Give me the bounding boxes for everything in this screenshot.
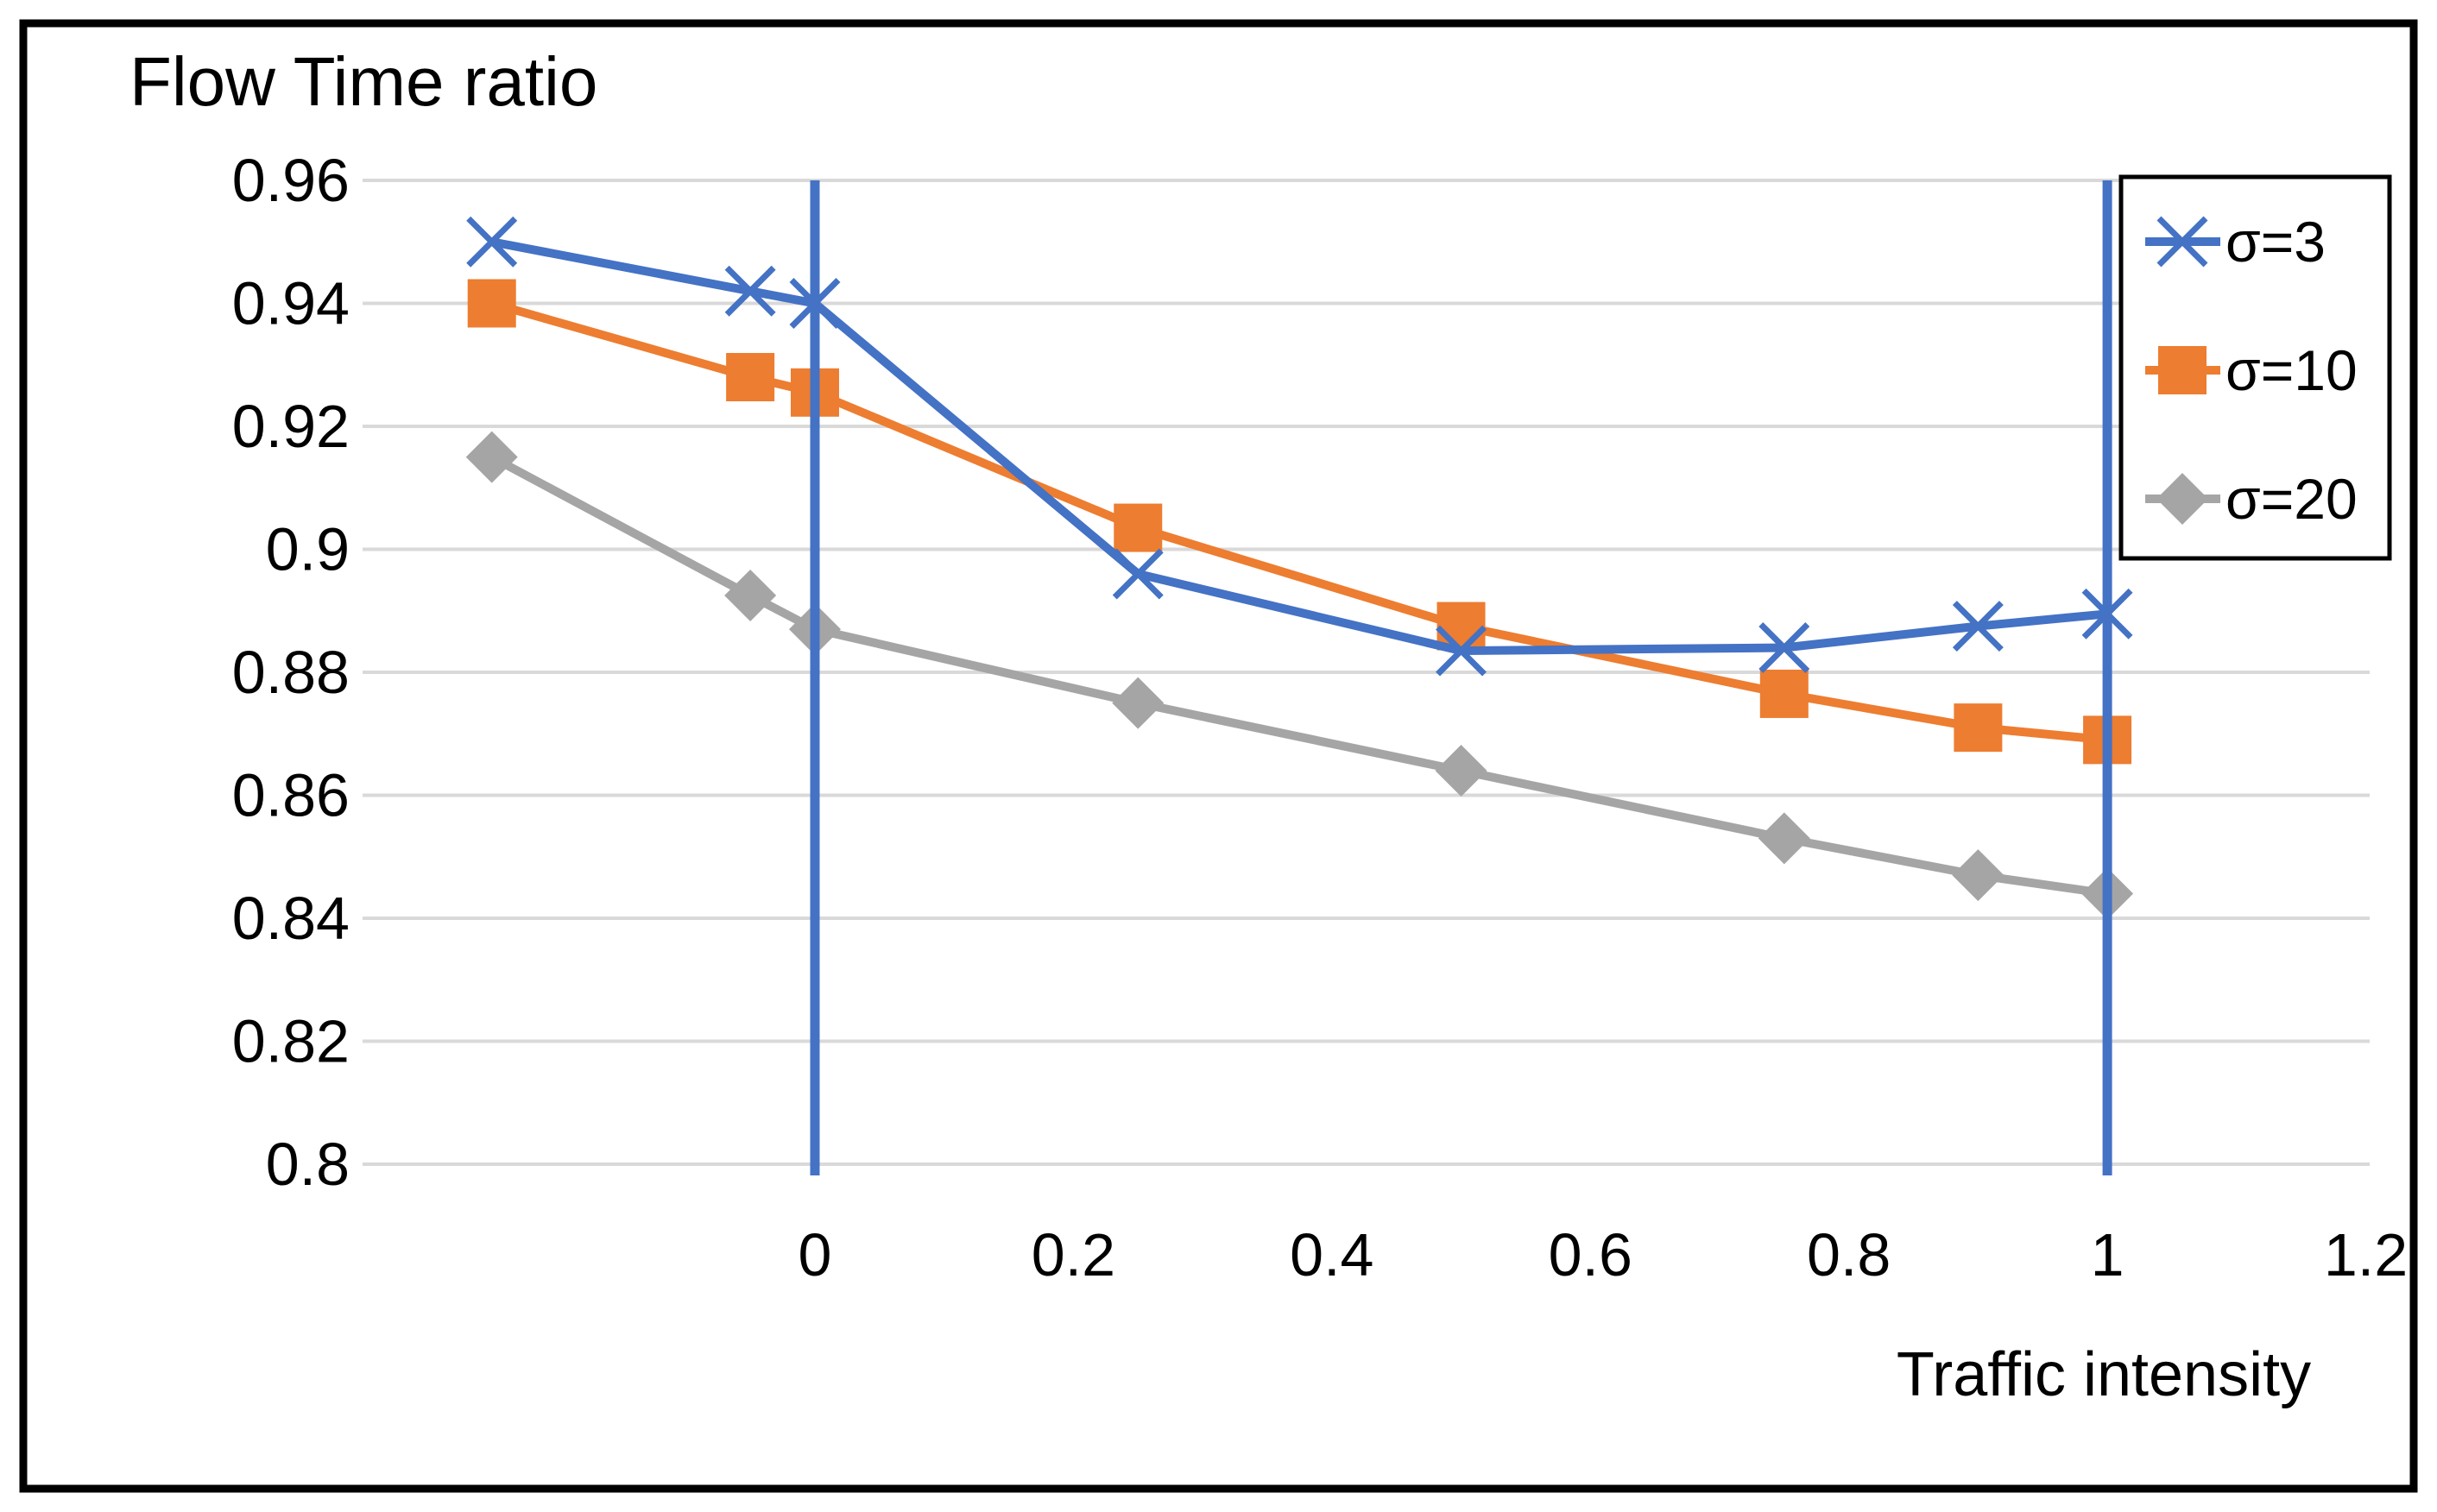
x-marker-icon [1758, 622, 1810, 673]
x-tick-label: 0.2 [1032, 1221, 1115, 1288]
data-point-marker [1759, 669, 1809, 718]
data-point-marker [1758, 622, 1810, 673]
legend-item--3: σ=3 [2145, 210, 2326, 274]
x-tick-label: 1 [2091, 1221, 2124, 1288]
diamond-marker-icon [465, 431, 518, 483]
data-point-marker [726, 353, 775, 401]
square-marker-icon [1114, 503, 1163, 552]
series--3 [466, 216, 2133, 677]
data-point-marker [1436, 625, 1487, 677]
y-tick-label: 0.82 [232, 1008, 350, 1075]
diamond-marker-icon [1112, 677, 1165, 729]
legend-label: σ=20 [2225, 467, 2358, 531]
legend-marker-icon [2156, 216, 2208, 268]
x-marker-icon [1112, 548, 1164, 600]
data-point-marker [1952, 601, 2004, 652]
data-point-marker [1952, 849, 2005, 902]
square-marker-icon [1436, 602, 1486, 651]
legend-label: σ=3 [2225, 210, 2326, 274]
x-axis-title: Traffic intensity [1897, 1340, 2311, 1409]
x-tick-label: 0 [799, 1221, 832, 1288]
y-tick-label: 0.96 [232, 147, 350, 214]
data-point-marker [1435, 745, 1487, 797]
diamond-marker-icon [2156, 473, 2208, 525]
data-point-marker [1112, 548, 1164, 600]
legend-marker-icon [2158, 346, 2207, 394]
data-point-marker [1112, 677, 1165, 729]
legend-item--10: σ=10 [2145, 338, 2358, 402]
data-point-marker [1436, 602, 1486, 651]
x-marker-icon [1436, 625, 1487, 677]
y-tick-label: 0.8 [266, 1131, 350, 1198]
y-tick-label: 0.86 [232, 762, 350, 829]
gridlines: 0.96 0.94 0.92 0.9 0.88 0.86 0.84 0.82 0.8 [232, 147, 2370, 1198]
diamond-marker-icon [1758, 812, 1810, 865]
legend-item--20: σ=20 [2145, 467, 2358, 531]
x-marker-icon [724, 265, 776, 317]
legend: σ=3 σ=10 σ=20 [2118, 174, 2392, 561]
x-marker-icon [466, 216, 518, 268]
y-tick-label: 0.84 [232, 885, 350, 952]
x-tick-label: 0.6 [1549, 1221, 1632, 1288]
series--20 [465, 431, 2134, 920]
plot-area: 0.96 0.94 0.92 0.9 0.88 0.86 0.84 0.82 0.8 0 0.2 0.… [232, 147, 2408, 1288]
y-tick-label: 0.92 [232, 393, 350, 460]
x-marker-icon [2156, 216, 2208, 268]
x-marker-icon [1952, 601, 2004, 652]
data-point-marker [724, 569, 777, 621]
square-marker-icon [2158, 346, 2207, 394]
reference-lines [810, 180, 2112, 1175]
x-tick-label: 1.2 [2324, 1221, 2408, 1288]
data-point-marker [724, 265, 776, 317]
data-point-marker [466, 216, 518, 268]
diamond-marker-icon [724, 569, 777, 621]
square-marker-icon [1954, 703, 2003, 753]
y-tick-label: 0.9 [266, 516, 350, 583]
square-marker-icon [467, 279, 516, 328]
x-tick-label: 0.8 [1807, 1221, 1891, 1288]
y-tick-label: 0.94 [232, 270, 350, 337]
series--10 [467, 279, 2132, 765]
data-point-marker [467, 279, 516, 328]
chart-title: Flow Time ratio [129, 43, 597, 120]
x-tick-label: 0.4 [1290, 1221, 1373, 1288]
diamond-marker-icon [1435, 745, 1487, 797]
data-point-marker [1758, 812, 1810, 865]
data-point-marker [465, 431, 518, 483]
data-point-marker [1954, 703, 2003, 753]
square-marker-icon [1759, 669, 1809, 718]
legend-label: σ=10 [2225, 338, 2358, 402]
diamond-marker-icon [1952, 849, 2005, 902]
data-point-marker [1114, 503, 1163, 552]
chart-outer-border [19, 19, 2418, 1493]
y-tick-label: 0.88 [232, 639, 350, 706]
legend-marker-icon [2156, 473, 2208, 525]
x-tick-labels: 0 0.2 0.4 0.6 0.8 1 1.2 [799, 1221, 2409, 1288]
square-marker-icon [726, 353, 775, 401]
series-line [490, 237, 2108, 656]
